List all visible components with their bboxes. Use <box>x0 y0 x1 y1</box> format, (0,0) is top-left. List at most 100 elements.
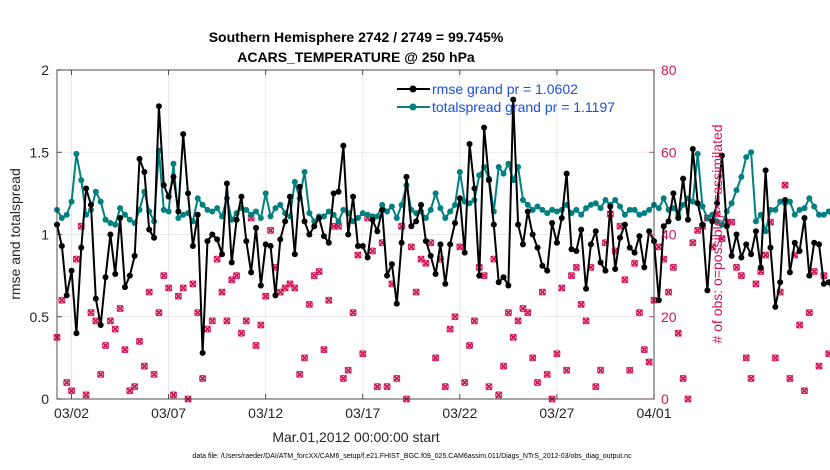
totalspread-marker <box>68 198 75 205</box>
obs-assimilated-marker <box>805 309 813 317</box>
obs-assimilated-marker <box>58 296 66 304</box>
obs-assimilated-marker <box>465 341 474 350</box>
x-tick-label: 03/02 <box>54 405 89 421</box>
obs-count-series <box>53 181 830 403</box>
rmse-marker <box>170 173 177 180</box>
obs-assimilated-stroke <box>737 271 746 280</box>
obs-possible-marker <box>776 288 784 296</box>
x-tick-label: 03/27 <box>539 405 574 421</box>
y-tick-label: 0 <box>41 391 49 407</box>
legend-rmse-label: rmse grand pr = 1.0602 <box>432 81 578 97</box>
obs-assimilated-marker <box>242 317 250 325</box>
obs-possible-marker <box>737 272 745 280</box>
obs-assimilated-marker <box>208 317 216 325</box>
obs-assimilated-stroke <box>145 288 153 296</box>
totalspread-marker <box>262 190 269 197</box>
obs-possible-marker <box>102 342 110 350</box>
rmse-marker <box>782 196 789 203</box>
totalspread-marker <box>621 211 628 218</box>
obs-possible-marker <box>305 300 313 308</box>
totalspread-marker <box>748 149 755 156</box>
rmse-marker <box>699 221 706 228</box>
rmse-marker <box>694 200 701 207</box>
totalspread-marker <box>117 205 124 212</box>
rmse-marker <box>330 190 337 197</box>
obs-assimilated-stroke <box>334 222 343 230</box>
obs-assimilated-stroke <box>72 255 81 263</box>
totalspread-marker <box>796 206 803 213</box>
obs-possible-marker <box>349 309 357 317</box>
obs-assimilated-marker <box>150 370 158 378</box>
obs-assimilated-marker <box>674 329 682 337</box>
rmse-marker <box>185 190 192 197</box>
totalspread-marker <box>243 206 250 213</box>
obs-assimilated-stroke <box>344 366 352 374</box>
obs-assimilated-marker <box>359 350 367 358</box>
obs-assimilated-marker <box>101 341 110 350</box>
obs-assimilated-marker <box>179 284 187 292</box>
rmse-marker <box>772 303 779 310</box>
x-tick-label: 03/17 <box>345 405 380 421</box>
obs-assimilated-stroke <box>92 317 100 325</box>
rmse-marker <box>820 280 827 287</box>
obs-assimilated-stroke <box>684 395 692 403</box>
obs-assimilated-marker <box>164 284 173 292</box>
obs-possible-marker <box>165 284 173 292</box>
obs-assimilated-stroke <box>558 284 566 292</box>
obs-possible-marker <box>121 346 129 354</box>
obs-assimilated-stroke <box>504 309 513 317</box>
totalspread-marker <box>583 205 590 212</box>
obs-assimilated-stroke <box>742 354 750 362</box>
obs-assimilated-stroke <box>524 309 532 317</box>
totalspread-marker <box>427 206 434 213</box>
totalspread-marker <box>102 216 109 223</box>
rmse-marker <box>704 287 711 294</box>
obs-assimilated-marker <box>558 284 566 292</box>
obs-assimilated-stroke <box>296 370 304 378</box>
rmse-marker <box>481 124 488 131</box>
y2-axis-label: # of obs: o=possible; ×=assimilated <box>709 124 725 343</box>
rmse-marker <box>374 228 381 235</box>
rmse-marker <box>500 274 507 281</box>
x-tick-label: 03/22 <box>442 405 477 421</box>
obs-possible-marker <box>504 309 512 317</box>
obs-assimilated-stroke <box>58 296 66 304</box>
obs-assimilated-stroke <box>237 329 246 337</box>
rmse-marker <box>515 221 522 228</box>
obs-possible-marker <box>694 226 702 234</box>
obs-possible-marker <box>534 379 542 387</box>
obs-assimilated-marker <box>567 271 576 280</box>
rmse-marker <box>791 239 798 246</box>
rmse-marker <box>63 292 70 299</box>
obs-possible-marker <box>106 317 114 325</box>
obs-assimilated-marker <box>160 271 168 280</box>
rmse-marker <box>92 295 99 302</box>
obs-assimilated-marker <box>664 288 673 296</box>
totalspread-marker <box>63 211 70 218</box>
rmse-marker <box>233 216 240 223</box>
totalspread-marker <box>393 215 400 222</box>
obs-assimilated-stroke <box>169 391 178 399</box>
obs-assimilated-marker <box>121 346 129 354</box>
obs-assimilated-marker <box>198 374 207 383</box>
obs-assimilated-marker <box>82 391 90 399</box>
y2-tick-label: 80 <box>661 62 677 78</box>
obs-possible-marker <box>674 329 682 337</box>
obs-possible-marker <box>524 309 532 317</box>
rmse-marker <box>646 228 653 235</box>
rmse-marker <box>325 239 332 246</box>
totalspread-marker <box>777 198 784 205</box>
rmse-marker <box>301 218 308 225</box>
rmse-marker <box>393 300 400 307</box>
obs-assimilated-stroke <box>252 341 260 350</box>
obs-assimilated-marker <box>461 378 469 387</box>
totalspread-marker <box>500 170 507 177</box>
rmse-marker <box>612 266 619 273</box>
obs-possible-marker <box>252 342 260 350</box>
obs-possible-marker <box>63 379 71 387</box>
totalspread-marker <box>786 198 793 205</box>
rmse-marker <box>427 252 434 259</box>
obs-possible-marker <box>771 354 779 362</box>
obs-assimilated-stroke <box>630 259 639 267</box>
obs-possible-marker <box>495 391 503 399</box>
